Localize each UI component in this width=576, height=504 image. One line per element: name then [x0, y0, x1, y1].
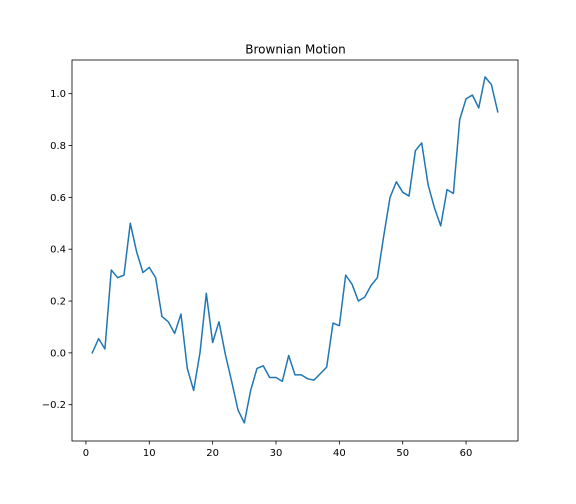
y-tick-label: 0.6: [50, 193, 66, 204]
y-tick-label: 0.0: [50, 348, 66, 359]
plot-area: 0 10 20 30 40 50 60 −0.2 0.0 0.2 0.4 0.6 0.8 1.0: [42, 59, 519, 459]
axes-frame: [71, 59, 519, 442]
x-tick-label: 10: [143, 448, 156, 459]
y-tick-label: 0.2: [50, 297, 66, 308]
x-tick-label: 20: [206, 448, 219, 459]
x-tick-label: 50: [396, 448, 409, 459]
x-tick-label: 30: [270, 448, 283, 459]
y-tick-label: −0.2: [42, 400, 66, 411]
y-tick-label: 0.8: [50, 141, 66, 152]
chart-title: Brownian Motion: [245, 43, 345, 57]
x-tick-label: 60: [460, 448, 473, 459]
x-tick-label: 0: [83, 448, 89, 459]
y-tick-label: 0.4: [50, 245, 66, 256]
y-tick-label: 1.0: [50, 89, 66, 100]
series-line-0: [91, 76, 499, 424]
x-tick-label: 40: [333, 448, 346, 459]
